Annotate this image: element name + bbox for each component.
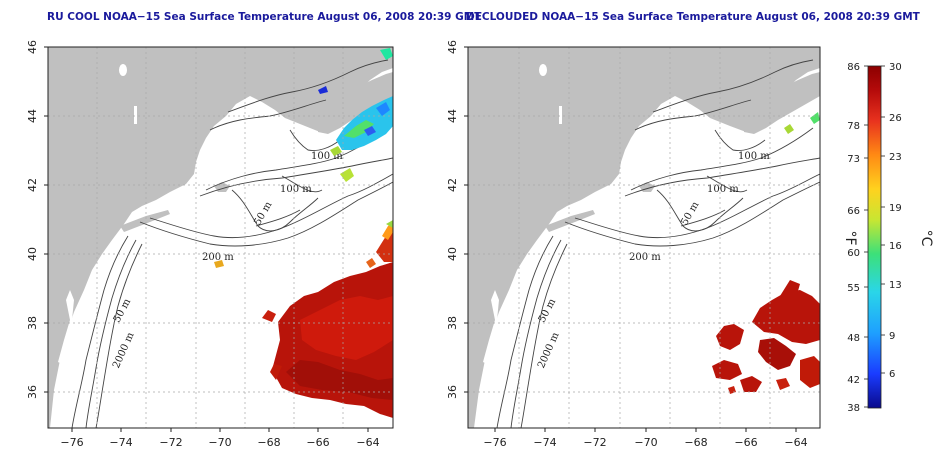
right-contour-label-200m: 200 m bbox=[629, 252, 661, 263]
right-lon-tick: −72 bbox=[583, 436, 606, 449]
colorbar-tick-marks bbox=[864, 65, 885, 408]
right-lon-tick: −74 bbox=[533, 436, 556, 449]
left-grid bbox=[48, 47, 393, 428]
colorbar-c-tick: 13 bbox=[889, 280, 902, 291]
left-lon-tick: −64 bbox=[356, 436, 379, 449]
right-lat-tick: 42 bbox=[446, 178, 459, 192]
right-land-mainland bbox=[468, 47, 820, 428]
left-lat-tick: 36 bbox=[26, 385, 39, 399]
left-lake-small bbox=[134, 106, 137, 124]
left-map-panel: 100 m 100 m 50 m 200 m 50 m 2000 m bbox=[26, 40, 394, 449]
right-bathymetry-contours bbox=[496, 59, 820, 428]
left-contour-label-100m-north: 100 m bbox=[311, 151, 343, 162]
colorbar-c-tick: 30 bbox=[889, 62, 902, 73]
right-lon-tick: −68 bbox=[684, 436, 707, 449]
right-lon-tick: −64 bbox=[784, 436, 807, 449]
right-sst-cool-patch bbox=[784, 112, 820, 134]
right-lat-tick: 44 bbox=[446, 109, 459, 123]
right-lon-tick: −66 bbox=[734, 436, 757, 449]
colorbar-f-tick: 38 bbox=[847, 403, 860, 414]
colorbar-f-tick: 86 bbox=[847, 62, 860, 73]
colorbar-c-tick: 9 bbox=[889, 331, 895, 342]
colorbar-f-tick: 73 bbox=[847, 154, 860, 165]
right-contour-label-100m-north: 100 m bbox=[738, 151, 770, 162]
colorbar-f-tick: 42 bbox=[847, 375, 860, 386]
left-lon-tick: −66 bbox=[306, 436, 329, 449]
left-lon-tick: −72 bbox=[159, 436, 182, 449]
right-contour-label-100m-south: 100 m bbox=[707, 184, 739, 195]
right-grid bbox=[468, 47, 820, 428]
left-lon-tick: −70 bbox=[208, 436, 231, 449]
left-land-nova-scotia bbox=[318, 72, 393, 134]
right-lat-tick: 36 bbox=[446, 385, 459, 399]
colorbar-celsius-unit: °C bbox=[918, 230, 934, 247]
colorbar: 86 78 73 66 60 55 48 42 38 30 26 23 19 1… bbox=[842, 62, 934, 414]
colorbar-c-tick: 16 bbox=[889, 241, 902, 252]
left-lat-tick: 42 bbox=[26, 178, 39, 192]
colorbar-f-tick: 48 bbox=[847, 333, 860, 344]
left-lon-tick: −76 bbox=[60, 436, 83, 449]
left-lat-tick: 38 bbox=[26, 316, 39, 330]
left-lon-tick: −68 bbox=[257, 436, 280, 449]
left-contour-label-200m: 200 m bbox=[202, 252, 234, 263]
colorbar-fahrenheit-unit: °F bbox=[842, 230, 858, 245]
right-chesapeake-bay bbox=[483, 290, 499, 364]
right-lake-champlain bbox=[539, 64, 547, 76]
left-contour-label-100m-south: 100 m bbox=[280, 184, 312, 195]
left-sst-warm-patch bbox=[214, 222, 393, 418]
right-sst-warm-patch bbox=[712, 280, 820, 394]
colorbar-gradient bbox=[867, 65, 882, 409]
left-sst-cool-patch bbox=[318, 48, 393, 228]
colorbar-f-tick: 78 bbox=[847, 121, 860, 132]
left-lon-tick: −74 bbox=[109, 436, 132, 449]
right-map-panel: 100 m 100 m 50 m 200 m 50 m 2000 m bbox=[446, 40, 821, 449]
left-land-mainland bbox=[48, 47, 393, 428]
right-lon-tick: −70 bbox=[634, 436, 657, 449]
right-lake-small bbox=[559, 106, 562, 124]
colorbar-c-tick: 23 bbox=[889, 152, 902, 163]
colorbar-c-tick: 26 bbox=[889, 113, 902, 124]
left-land-long-island bbox=[120, 210, 170, 232]
right-map-title: DECLOUDED NOAA−15 Sea Surface Temperatur… bbox=[466, 11, 920, 23]
right-map-frame bbox=[467, 46, 821, 429]
colorbar-f-tick: 55 bbox=[847, 283, 860, 294]
left-lat-tick: 40 bbox=[26, 247, 39, 261]
right-tick-marks bbox=[464, 46, 797, 432]
colorbar-f-tick: 66 bbox=[847, 206, 860, 217]
left-lat-tick: 44 bbox=[26, 109, 39, 123]
left-lat-tick: 46 bbox=[26, 40, 39, 54]
right-lat-tick: 40 bbox=[446, 247, 459, 261]
left-lake-champlain bbox=[119, 64, 127, 76]
colorbar-c-tick: 6 bbox=[889, 369, 895, 380]
right-lon-tick: −76 bbox=[483, 436, 506, 449]
right-lat-tick: 46 bbox=[446, 40, 459, 54]
left-chesapeake-bay bbox=[58, 290, 74, 364]
colorbar-f-tick: 60 bbox=[847, 248, 860, 259]
left-map-title: RU COOL NOAA−15 Sea Surface Temperature … bbox=[47, 11, 482, 23]
left-tick-marks bbox=[44, 46, 369, 432]
right-land-long-island bbox=[545, 210, 595, 232]
right-land-nova-scotia bbox=[744, 72, 820, 134]
colorbar-c-tick: 19 bbox=[889, 203, 902, 214]
right-lat-tick: 38 bbox=[446, 316, 459, 330]
